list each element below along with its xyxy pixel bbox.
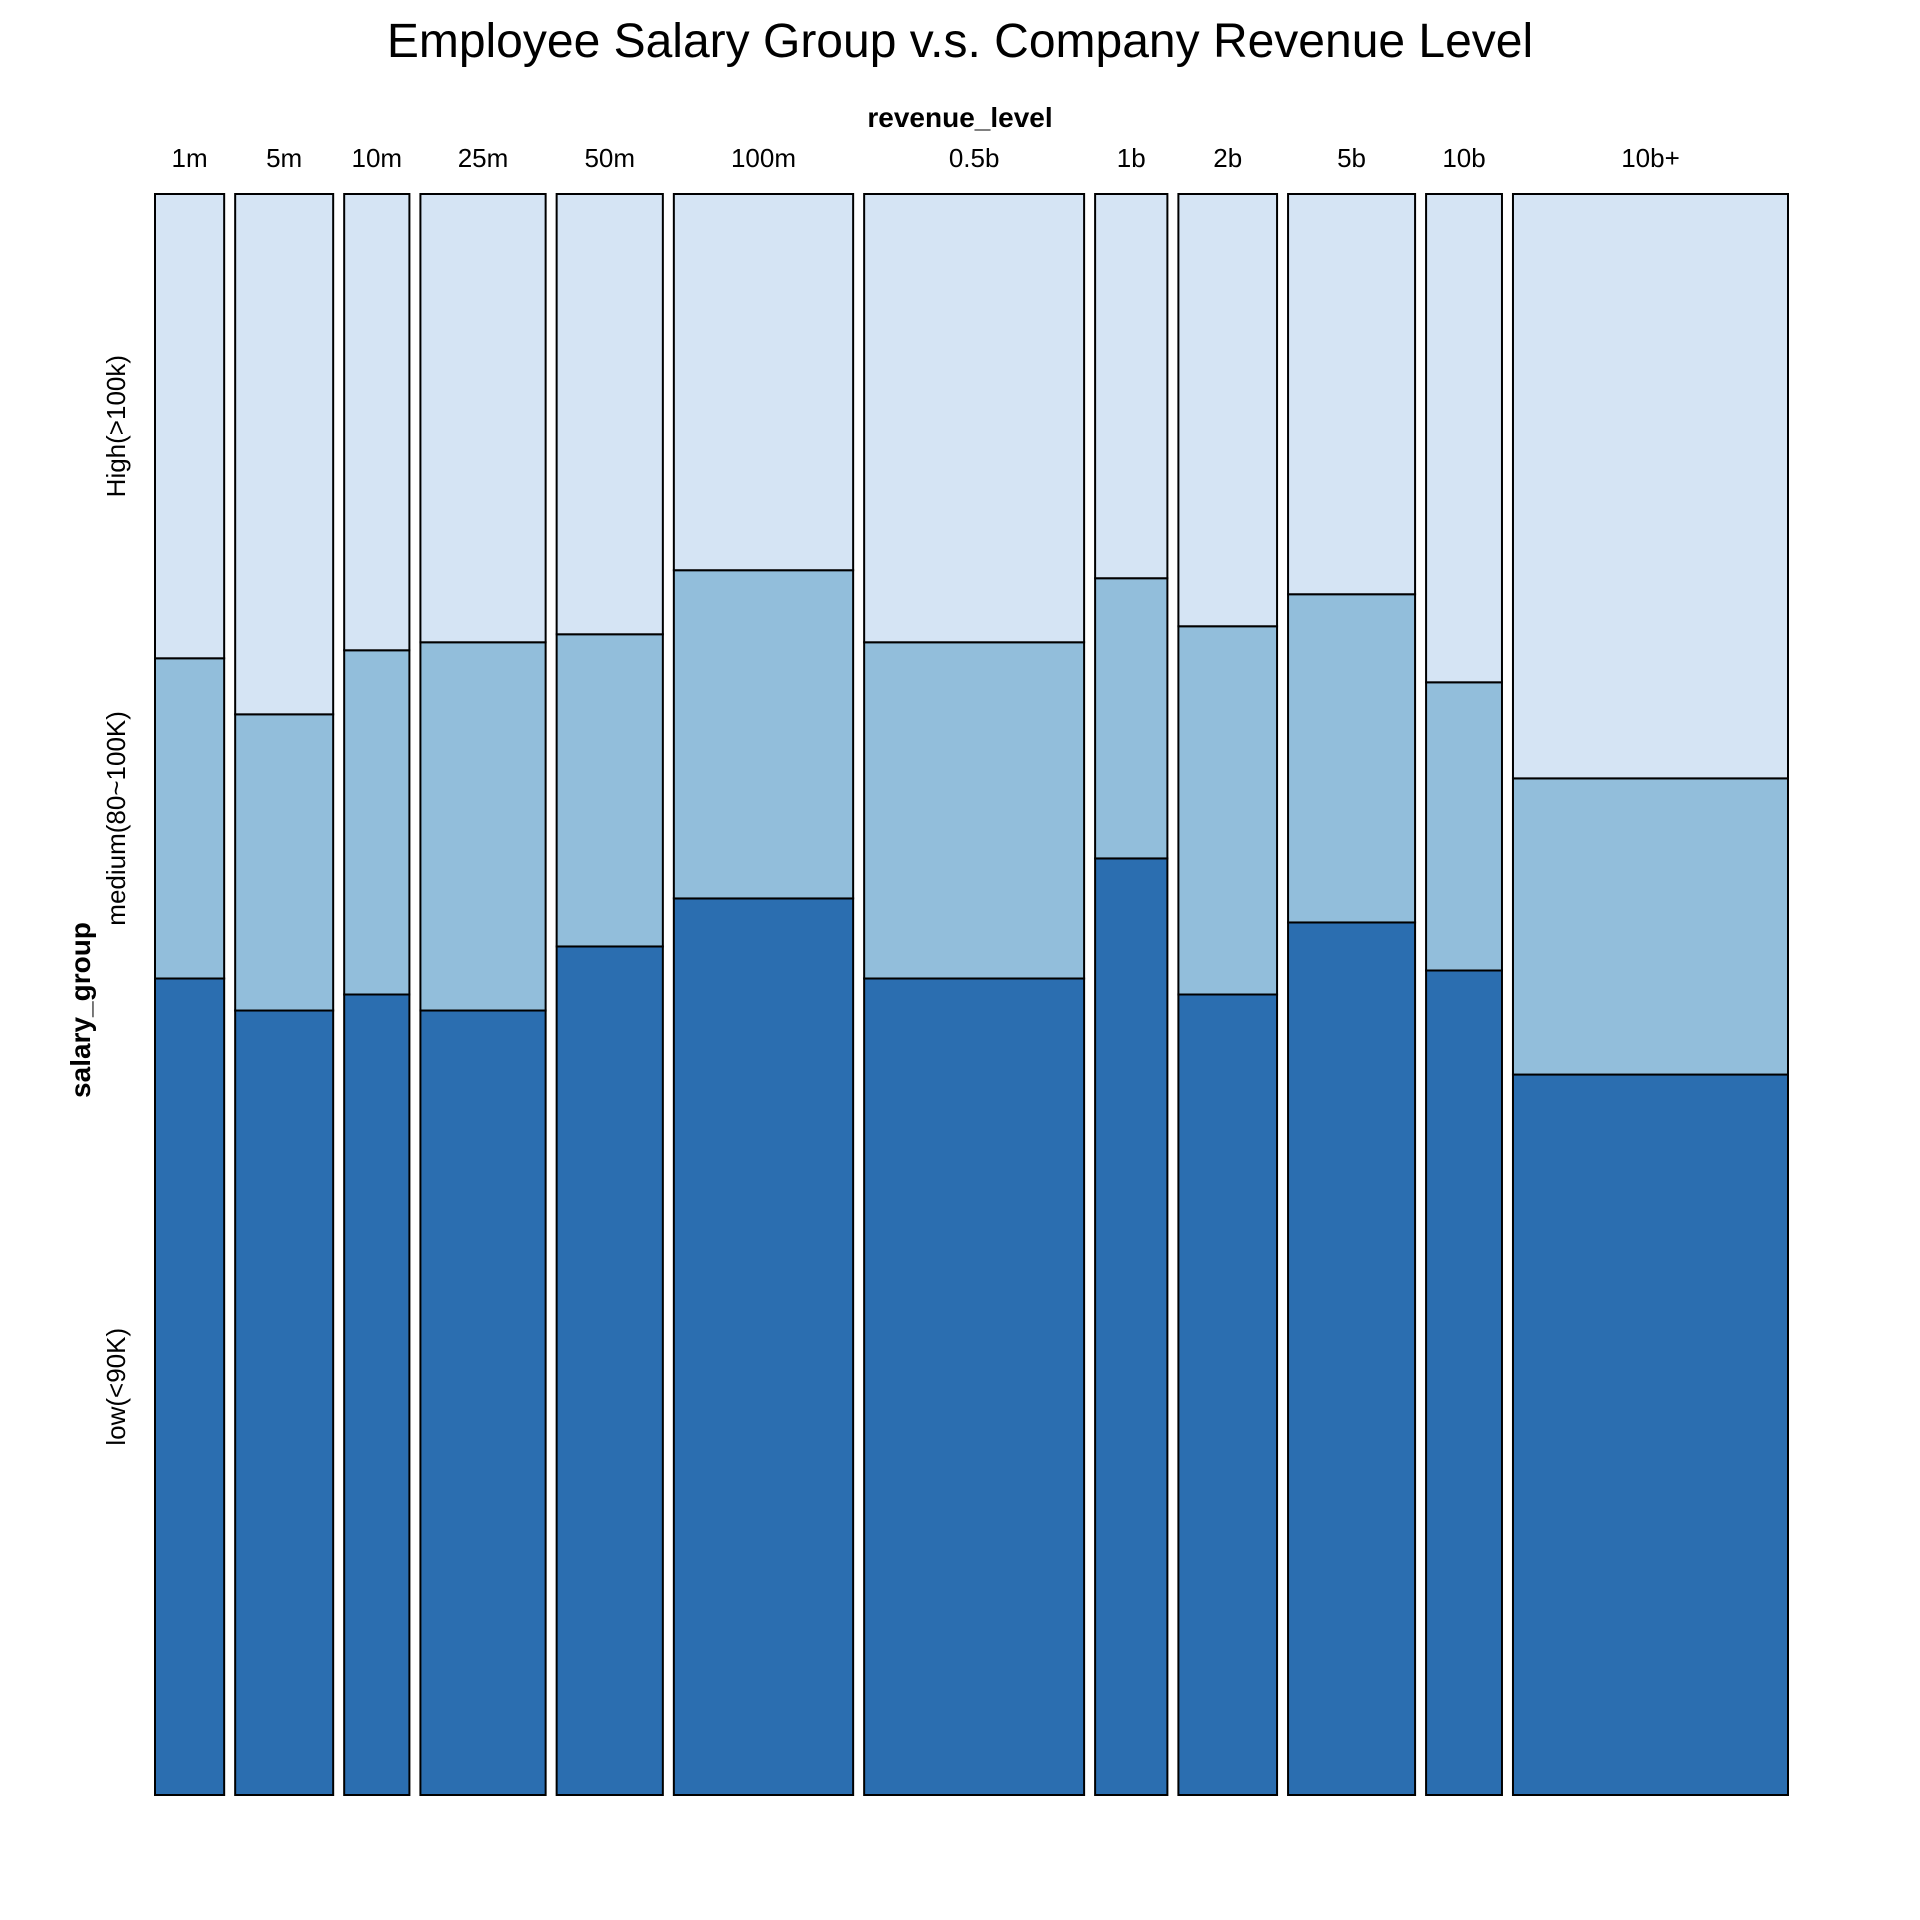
tile-2b-0 xyxy=(1177,993,1279,1796)
tile-10m-0 xyxy=(343,993,411,1796)
tile-1m-2 xyxy=(154,193,226,660)
tile-100m-1 xyxy=(672,569,855,900)
tile-10m-1 xyxy=(343,649,411,996)
tile-10b-0 xyxy=(1425,969,1503,1796)
tile-10b-2 xyxy=(1425,193,1503,684)
tile-1m-0 xyxy=(154,977,226,1796)
tile-0.5b-2 xyxy=(863,193,1086,644)
x-tick-label: 2b xyxy=(1213,143,1242,173)
x-tick-label: 10m xyxy=(352,143,403,173)
tile-5b-1 xyxy=(1287,593,1417,924)
y-axis-title: salary_group xyxy=(65,922,96,1098)
tile-1m-1 xyxy=(154,657,226,980)
y-tick-label: High(>100k) xyxy=(101,355,131,497)
x-tick-label: 5m xyxy=(266,143,302,173)
tile-50m-0 xyxy=(555,945,664,1796)
mosaic-tiles xyxy=(154,193,1789,1797)
tile-5b-2 xyxy=(1287,193,1417,596)
x-tick-label: 1b xyxy=(1117,143,1146,173)
tile-10m-2 xyxy=(343,193,411,652)
tile-5m-2 xyxy=(234,193,335,716)
x-tick-label: 10b xyxy=(1442,143,1485,173)
tile-10b+-0 xyxy=(1511,1073,1789,1797)
tile-100m-0 xyxy=(672,897,855,1796)
tile-5m-1 xyxy=(234,713,335,1012)
tile-10b+-1 xyxy=(1511,777,1789,1076)
tile-50m-2 xyxy=(555,193,664,636)
x-tick-label: 50m xyxy=(584,143,635,173)
tile-25m-1 xyxy=(419,641,547,1012)
chart-title: Employee Salary Group v.s. Company Reven… xyxy=(387,15,1533,68)
tile-1b-1 xyxy=(1094,577,1169,860)
tile-0.5b-1 xyxy=(863,641,1086,980)
x-tick-label: 0.5b xyxy=(949,143,1000,173)
tile-10b-1 xyxy=(1425,681,1503,972)
y-tick-label: medium(80~100K) xyxy=(101,711,131,926)
tile-25m-0 xyxy=(419,1009,547,1796)
y-tick-label: low(<90K) xyxy=(101,1328,131,1446)
x-tick-label: 25m xyxy=(458,143,509,173)
x-tick-label: 100m xyxy=(731,143,796,173)
tile-2b-1 xyxy=(1177,625,1279,996)
y-tick-labels: low(<90K) medium(80~100K) High(>100k) xyxy=(101,355,131,1446)
tile-1b-2 xyxy=(1094,193,1169,580)
tile-100m-2 xyxy=(672,193,855,572)
x-tick-label: 1m xyxy=(172,143,208,173)
x-tick-labels: 1m 5m 10m 25m 50m 100m 0.5b 1b 2b 5b 10b 10b+ xyxy=(172,143,1680,173)
x-axis-title: revenue_level xyxy=(867,102,1052,133)
tile-5b-0 xyxy=(1287,921,1417,1796)
tile-2b-2 xyxy=(1177,193,1279,628)
tile-25m-2 xyxy=(419,193,547,644)
tile-5m-0 xyxy=(234,1009,335,1796)
tile-0.5b-0 xyxy=(863,977,1086,1796)
x-tick-label: 5b xyxy=(1337,143,1366,173)
tile-50m-1 xyxy=(555,633,664,948)
x-tick-label: 10b+ xyxy=(1621,143,1680,173)
tile-10b+-2 xyxy=(1511,193,1789,780)
tile-1b-0 xyxy=(1094,857,1169,1796)
